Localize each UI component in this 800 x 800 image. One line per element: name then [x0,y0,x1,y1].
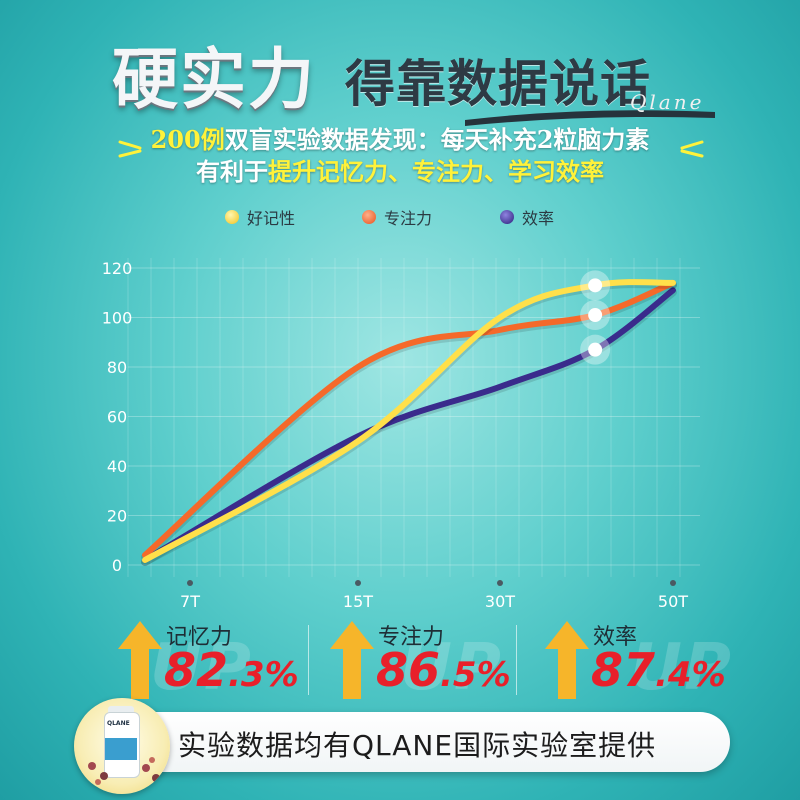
stats-row: UP UP UP 记忆力 82.3% 专注力 86.5% 效率 87.4% [0,615,800,705]
line-chart: 0 20 40 60 80 100 120 7T 15T 30T 50T [102,258,700,611]
y-tick-label: 60 [107,408,127,427]
legend-dot-focus [362,210,376,224]
title-main: 硬实力 [112,41,316,118]
x-tick-dot [187,580,193,586]
stat-value-int: 82 [164,643,229,697]
stat-focus: 专注力 86.5% [330,615,570,705]
legend-label-focus: 专注力 [384,209,433,228]
stat-divider [516,625,517,695]
legend-label-efficiency: 效率 [522,209,555,228]
stat-value-dec: .4% [655,655,726,695]
subtitle: 200例双盲实验数据发现：每天补充2粒脑力素 有利于提升记忆力、专注力、学习效率 [0,124,800,188]
stat-divider [308,625,309,695]
stat-memory: 记忆力 82.3% [118,615,358,705]
bottle-brand: QLANE [107,720,130,727]
subtitle-highlight-2: 提升记忆力、专注力、学习效率 [268,157,604,186]
subtitle-line-2: 有利于提升记忆力、专注力、学习效率 [0,156,800,188]
product-image: QLANE [74,698,170,794]
stat-label: 效率 [593,625,638,650]
watermark-up-2: UP [400,631,503,705]
spark-left-icon [118,140,142,158]
title-brand: Qlane [630,90,705,114]
capsules-icon [88,757,160,785]
title-swoosh [465,110,715,126]
y-tick-label: 120 [102,259,133,278]
x-tick-dot [670,580,676,586]
title-secondary: 得靠数据说话 [345,55,651,113]
data-point [588,308,603,323]
footer-banner: 实验数据均有QLANE国际实验室提供 [110,712,730,772]
legend-item-focus: 专注力 [362,205,432,229]
y-tick-label: 20 [107,507,127,526]
watermark-up-1: UP [150,631,253,705]
stat-label: 记忆力 [166,625,233,650]
stat-value-dec: .5% [440,655,511,695]
legend-dot-efficiency [500,210,514,224]
up-arrow-icon [118,621,162,699]
stat-value-dec: .3% [228,655,299,695]
stat-value: 86.5% [376,643,511,697]
x-tick-dot [355,580,361,586]
legend-dot-memory [225,210,239,224]
stat-value: 82.3% [164,643,299,697]
footer-text: 实验数据均有QLANE国际实验室提供 [178,729,657,762]
stat-efficiency: 效率 87.4% [545,615,785,705]
up-arrow-icon [545,621,589,699]
subtitle-text-2: 有利于 [196,157,268,186]
legend-label-memory: 好记性 [247,209,296,228]
watermark-up-3: UP [630,631,733,705]
series-line [142,287,676,564]
legend-item-efficiency: 效率 [500,205,554,229]
x-tick-label: 30T [485,592,515,611]
header: 硬实力 得靠数据说话 Qlane [0,18,800,126]
stat-value-int: 86 [376,643,441,697]
stat-value-int: 87 [591,643,656,697]
subtitle-text-1: 双盲实验数据发现：每天补充2粒脑力素 [224,125,650,154]
spark-right-icon [680,140,704,158]
stat-value: 87.4% [591,643,726,697]
subtitle-highlight-1: 200例 [150,125,225,154]
y-tick-label: 0 [112,556,122,575]
x-tick-label: 50T [658,592,688,611]
y-tick-label: 40 [107,457,127,476]
y-tick-label: 80 [107,358,127,377]
x-tick-label: 15T [343,592,373,611]
subtitle-line-1: 200例双盲实验数据发现：每天补充2粒脑力素 [0,124,800,156]
stat-label: 专注力 [378,625,445,650]
x-tick-label: 7T [180,592,200,611]
series-line [142,279,676,559]
x-tick-dot [497,580,503,586]
bottle-label [105,738,137,760]
up-arrow-icon [330,621,374,699]
data-point [588,278,603,293]
y-tick-label: 100 [102,309,133,328]
data-point [588,342,603,357]
chart-legend: 好记性 专注力 效率 [0,205,800,229]
bottle-cap [108,706,134,716]
legend-item-memory: 好记性 [225,205,295,229]
